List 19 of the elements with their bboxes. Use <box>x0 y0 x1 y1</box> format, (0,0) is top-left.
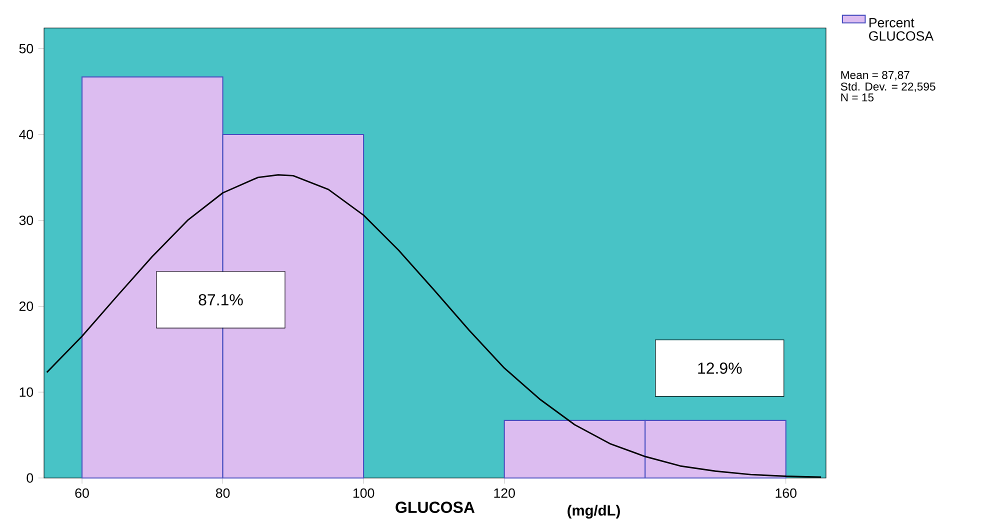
x-axis-title: GLUCOSA <box>396 502 475 513</box>
text: (mg/dL) <box>568 504 620 519</box>
y-tick-label: 30 <box>19 216 34 226</box>
x-tick-label: 60 <box>75 488 89 498</box>
text: N = 15 <box>841 94 874 102</box>
y-tick-label: 0 <box>26 473 34 483</box>
text: Std. Dev. = 22,595 <box>840 82 936 92</box>
x-tick-label: 100 <box>353 488 374 498</box>
annotation: 12.9% <box>698 362 742 374</box>
y-tick-label: 20 <box>19 302 34 311</box>
x-tick-label: 160 <box>776 488 796 498</box>
x-tick-label: 80 <box>216 488 230 498</box>
x-tick-label: 120 <box>494 488 515 498</box>
legend-label: Percent GLUCOSA <box>869 18 934 41</box>
annotation: 87.1% <box>198 294 243 306</box>
text: Mean = 87,87 <box>841 71 910 80</box>
y-tick-label: 10 <box>20 387 34 397</box>
y-tick-label: 50 <box>19 44 34 54</box>
y-tick-label: 40 <box>19 130 34 140</box>
